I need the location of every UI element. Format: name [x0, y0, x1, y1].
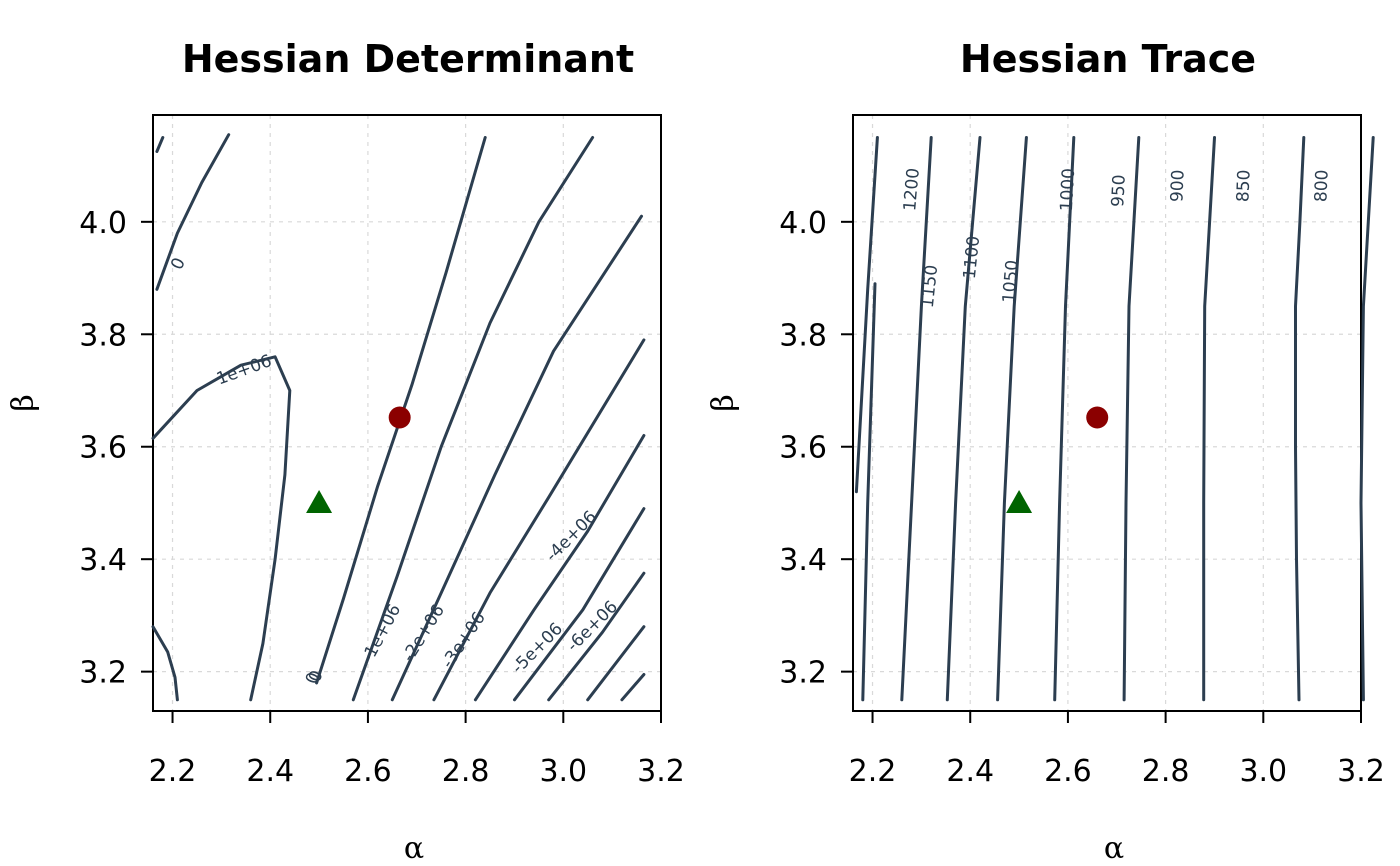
y-tick-label: 4.0: [779, 206, 827, 241]
contour-line: [315, 136, 487, 685]
contour-label: 1100: [960, 235, 984, 280]
contour-label: 1000: [1057, 168, 1079, 212]
contour-line: [996, 136, 1028, 702]
x-tick-label: 2.4: [946, 754, 994, 789]
contour-line: [854, 136, 879, 494]
contour-label: 1e+06: [214, 351, 275, 389]
plot-frame: [152, 114, 662, 712]
true-value-triangle: [306, 489, 333, 513]
contour-line: [151, 355, 292, 702]
y-tick-label: 4.0: [79, 206, 127, 241]
contour-label: 0: [167, 255, 190, 273]
panel-hessian-trace: Hessian Trace 2.2 2.4 2.6 2.8 3.0 3.2 3.2 3.4 3.…: [706, 37, 1385, 866]
y-tick-label: 3.6: [79, 431, 127, 466]
estimate-point-circle: [388, 406, 411, 429]
contour-line: [1359, 136, 1375, 702]
contour-line: [1053, 136, 1076, 702]
chart-title: Hessian Trace: [960, 37, 1256, 81]
y-tick-label: 3.8: [79, 318, 127, 353]
contour-line: [1202, 136, 1216, 702]
x-axis-label: α: [404, 831, 424, 866]
contour-line: [547, 571, 646, 702]
contour-label: -1e+06: [358, 601, 405, 666]
panel-hessian-determinant: Hessian Determinant 2.2 2.4 2.6 2.8 3.0 3.2 3.…: [6, 37, 685, 866]
contour-line: [861, 282, 877, 702]
contour-line: [155, 136, 165, 153]
x-tick-label: 2.6: [1044, 754, 1092, 789]
y-tick-label: 3.2: [79, 656, 127, 691]
contour-line: [513, 507, 646, 702]
contour-line: [1122, 136, 1141, 702]
contour-line: [586, 625, 646, 702]
contour-line: [900, 136, 933, 702]
contour-line: [151, 625, 179, 702]
y-tick-label: 3.4: [79, 543, 127, 578]
contour-label: 950: [1108, 174, 1130, 207]
x-axis-label: α: [1104, 831, 1124, 866]
contour-label: 900: [1167, 169, 1188, 202]
contour-line: [1294, 136, 1306, 702]
y-tick-label: 3.4: [779, 543, 827, 578]
chart-title: Hessian Determinant: [182, 37, 634, 81]
y-tick-label: 3.6: [779, 431, 827, 466]
contour-line: [620, 673, 646, 702]
contour-label: 800: [1311, 169, 1332, 202]
contour-line: [945, 136, 982, 702]
y-axis-label: β: [706, 394, 741, 411]
contour-line: [155, 133, 231, 291]
x-tick-label: 3.2: [637, 754, 685, 789]
contour-label: 1050: [999, 259, 1023, 304]
x-tick-label: 2.4: [246, 754, 294, 789]
x-tick-label: 2.8: [442, 754, 490, 789]
contour-label: 1200: [900, 167, 924, 212]
contour-line: [432, 338, 646, 702]
x-tick-label: 2.2: [849, 754, 897, 789]
contour-line: [473, 434, 646, 702]
contour-line: [390, 214, 643, 702]
y-tick-label: 3.2: [779, 656, 827, 691]
x-tick-label: 2.6: [344, 754, 392, 789]
x-tick-label: 2.2: [149, 754, 197, 789]
contour-label: 850: [1233, 169, 1254, 202]
x-tick-label: 3.0: [539, 754, 587, 789]
x-tick-label: 2.8: [1142, 754, 1190, 789]
y-axis-label: β: [6, 394, 41, 411]
estimate-point-circle: [1086, 406, 1109, 429]
contour-line: [351, 136, 595, 702]
true-value-triangle: [1006, 489, 1033, 513]
x-tick-label: 3.0: [1239, 754, 1287, 789]
y-tick-label: 3.8: [779, 318, 827, 353]
contour-label: 1150: [918, 264, 942, 309]
contour-label: -3e+06: [438, 608, 490, 672]
x-tick-label: 3.2: [1337, 754, 1385, 789]
